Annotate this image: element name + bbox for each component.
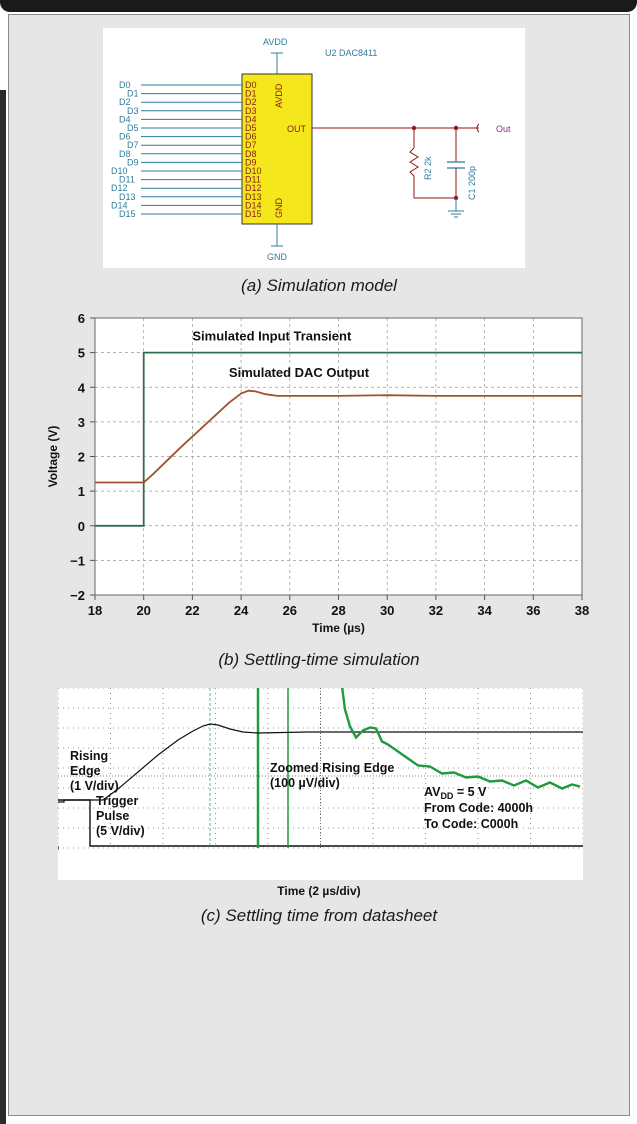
- top-bar: [0, 0, 637, 12]
- input-label-d8: D8: [119, 149, 131, 159]
- input-label-d12: D12: [111, 183, 128, 193]
- y-tick-label: 0: [78, 519, 85, 534]
- input-label-d10: D10: [111, 166, 128, 176]
- dac-chip: [241, 73, 313, 225]
- input-label-d13: D13: [119, 192, 136, 202]
- input-label-d3: D3: [127, 106, 139, 116]
- from-code-label: From Code: 4000h: [424, 801, 533, 815]
- trigger-label-2: Pulse: [96, 809, 129, 823]
- input-label-d6: D6: [119, 132, 131, 142]
- input-label-d1: D1: [127, 89, 139, 99]
- oscilloscope-capture: Rising Edge (1 V/div) Zoomed Rising Edge…: [58, 688, 583, 880]
- pin-label-d14: D14: [245, 200, 262, 210]
- avdd-supply-label: AVDD: [263, 37, 288, 47]
- r2-label: R2 2k: [423, 156, 433, 180]
- rising-edge-label-1: Rising: [70, 749, 108, 763]
- zoomed-edge-label-1: Zoomed Rising Edge: [270, 761, 394, 775]
- series-line-1: [95, 389, 582, 484]
- pin-label-d4: D4: [245, 114, 257, 124]
- pin-label-d3: D3: [245, 106, 257, 116]
- scope-x-axis-label: Time (2 µs/div): [277, 884, 361, 898]
- series-label-dac-output: Simulated DAC Output: [229, 365, 370, 380]
- rising-edge-label-2: Edge: [70, 764, 101, 778]
- pin-label-d6: D6: [245, 132, 257, 142]
- avdd-pin-label: AVDD: [274, 83, 284, 108]
- y-tick-label: 1: [78, 484, 85, 499]
- y-axis-label: Voltage (V): [46, 426, 60, 488]
- gnd-label: GND: [267, 252, 288, 262]
- y-tick-label: 5: [78, 346, 85, 361]
- y-tick-label: 2: [78, 450, 85, 465]
- c1-label: C1 200p: [467, 166, 477, 200]
- x-tick-labels: 18 20 22 24 26 28 30 32 34 36 38: [88, 603, 589, 618]
- input-label-d15: D15: [119, 209, 136, 219]
- x-tick-label: 32: [429, 603, 443, 618]
- gnd-pin-label: GND: [274, 198, 284, 219]
- plot-frame: [94, 317, 583, 596]
- y-tick-label: 4: [78, 380, 86, 395]
- rising-edge-trace: [58, 723, 583, 803]
- y-tick-label: 3: [78, 415, 85, 430]
- x-tick-label: 30: [380, 603, 394, 618]
- caption-a: (a) Simulation model: [241, 276, 397, 295]
- y-tick-labels: −2 −1 0 1 2 3 4 5 6: [70, 311, 86, 603]
- x-tick-label: 18: [88, 603, 102, 618]
- chart-grid: [90, 317, 583, 600]
- x-tick-label: 36: [526, 603, 540, 618]
- x-axis-label: Time (µs): [312, 621, 365, 635]
- to-code-label: To Code: C000h: [424, 817, 518, 831]
- chart-series: [95, 351, 582, 527]
- input-label-d11: D11: [119, 175, 135, 185]
- y-tick-label: −2: [70, 588, 85, 603]
- resistor-r2: [409, 147, 419, 177]
- pin-label-d15: D15: [245, 209, 262, 219]
- x-tick-label: 34: [477, 603, 492, 618]
- out-pin-label: OUT: [287, 124, 307, 134]
- input-label-d0: D0: [119, 80, 131, 90]
- rising-edge-label-3: (1 V/div): [70, 779, 119, 793]
- input-label-d14: D14: [111, 200, 128, 210]
- pin-label-d0: D0: [245, 80, 257, 90]
- y-tick-label: 6: [78, 311, 85, 326]
- x-tick-label: 20: [136, 603, 150, 618]
- input-label-d2: D2: [119, 97, 131, 107]
- zoomed-rising-edge-trace: [340, 688, 581, 790]
- x-tick-label: 26: [283, 603, 297, 618]
- x-tick-label: 38: [575, 603, 589, 618]
- scope-grid: [58, 688, 583, 849]
- trigger-label-3: (5 V/div): [96, 824, 145, 838]
- pin-label-d2: D2: [245, 97, 257, 107]
- trigger-label-1: Trigger: [96, 794, 139, 808]
- avdd-setting-label: AVDD = 5 V: [424, 785, 487, 801]
- pin-label-d12: D12: [245, 183, 262, 193]
- pin-label-d5: D5: [245, 123, 257, 133]
- x-tick-label: 22: [185, 603, 199, 618]
- pin-label-d11: D11: [245, 175, 261, 185]
- input-label-d4: D4: [119, 114, 131, 124]
- input-label-d9: D9: [127, 157, 139, 167]
- x-tick-label: 24: [234, 603, 249, 618]
- pin-label-d1: D1: [245, 89, 257, 99]
- left-rail: [0, 90, 6, 1124]
- caption-b: (b) Settling-time simulation: [218, 650, 420, 669]
- series-line-0: [95, 351, 582, 527]
- part-label: U2 DAC8411: [325, 48, 377, 58]
- pin-label-d7: D7: [245, 140, 257, 150]
- y-tick-label: −1: [70, 553, 85, 568]
- zoomed-edge-label-2: (100 µV/div): [270, 776, 340, 790]
- input-label-d5: D5: [127, 123, 139, 133]
- pin-label-d8: D8: [245, 149, 257, 159]
- x-tick-label: 28: [331, 603, 345, 618]
- pin-label-d9: D9: [245, 157, 257, 167]
- out-net-label: Out: [496, 124, 511, 134]
- series-label-input-transient: Simulated Input Transient: [192, 329, 352, 344]
- pin-label-d10: D10: [245, 166, 262, 176]
- pin-label-d13: D13: [245, 192, 262, 202]
- caption-c: (c) Settling time from datasheet: [200, 906, 438, 925]
- input-label-d7: D7: [127, 140, 139, 150]
